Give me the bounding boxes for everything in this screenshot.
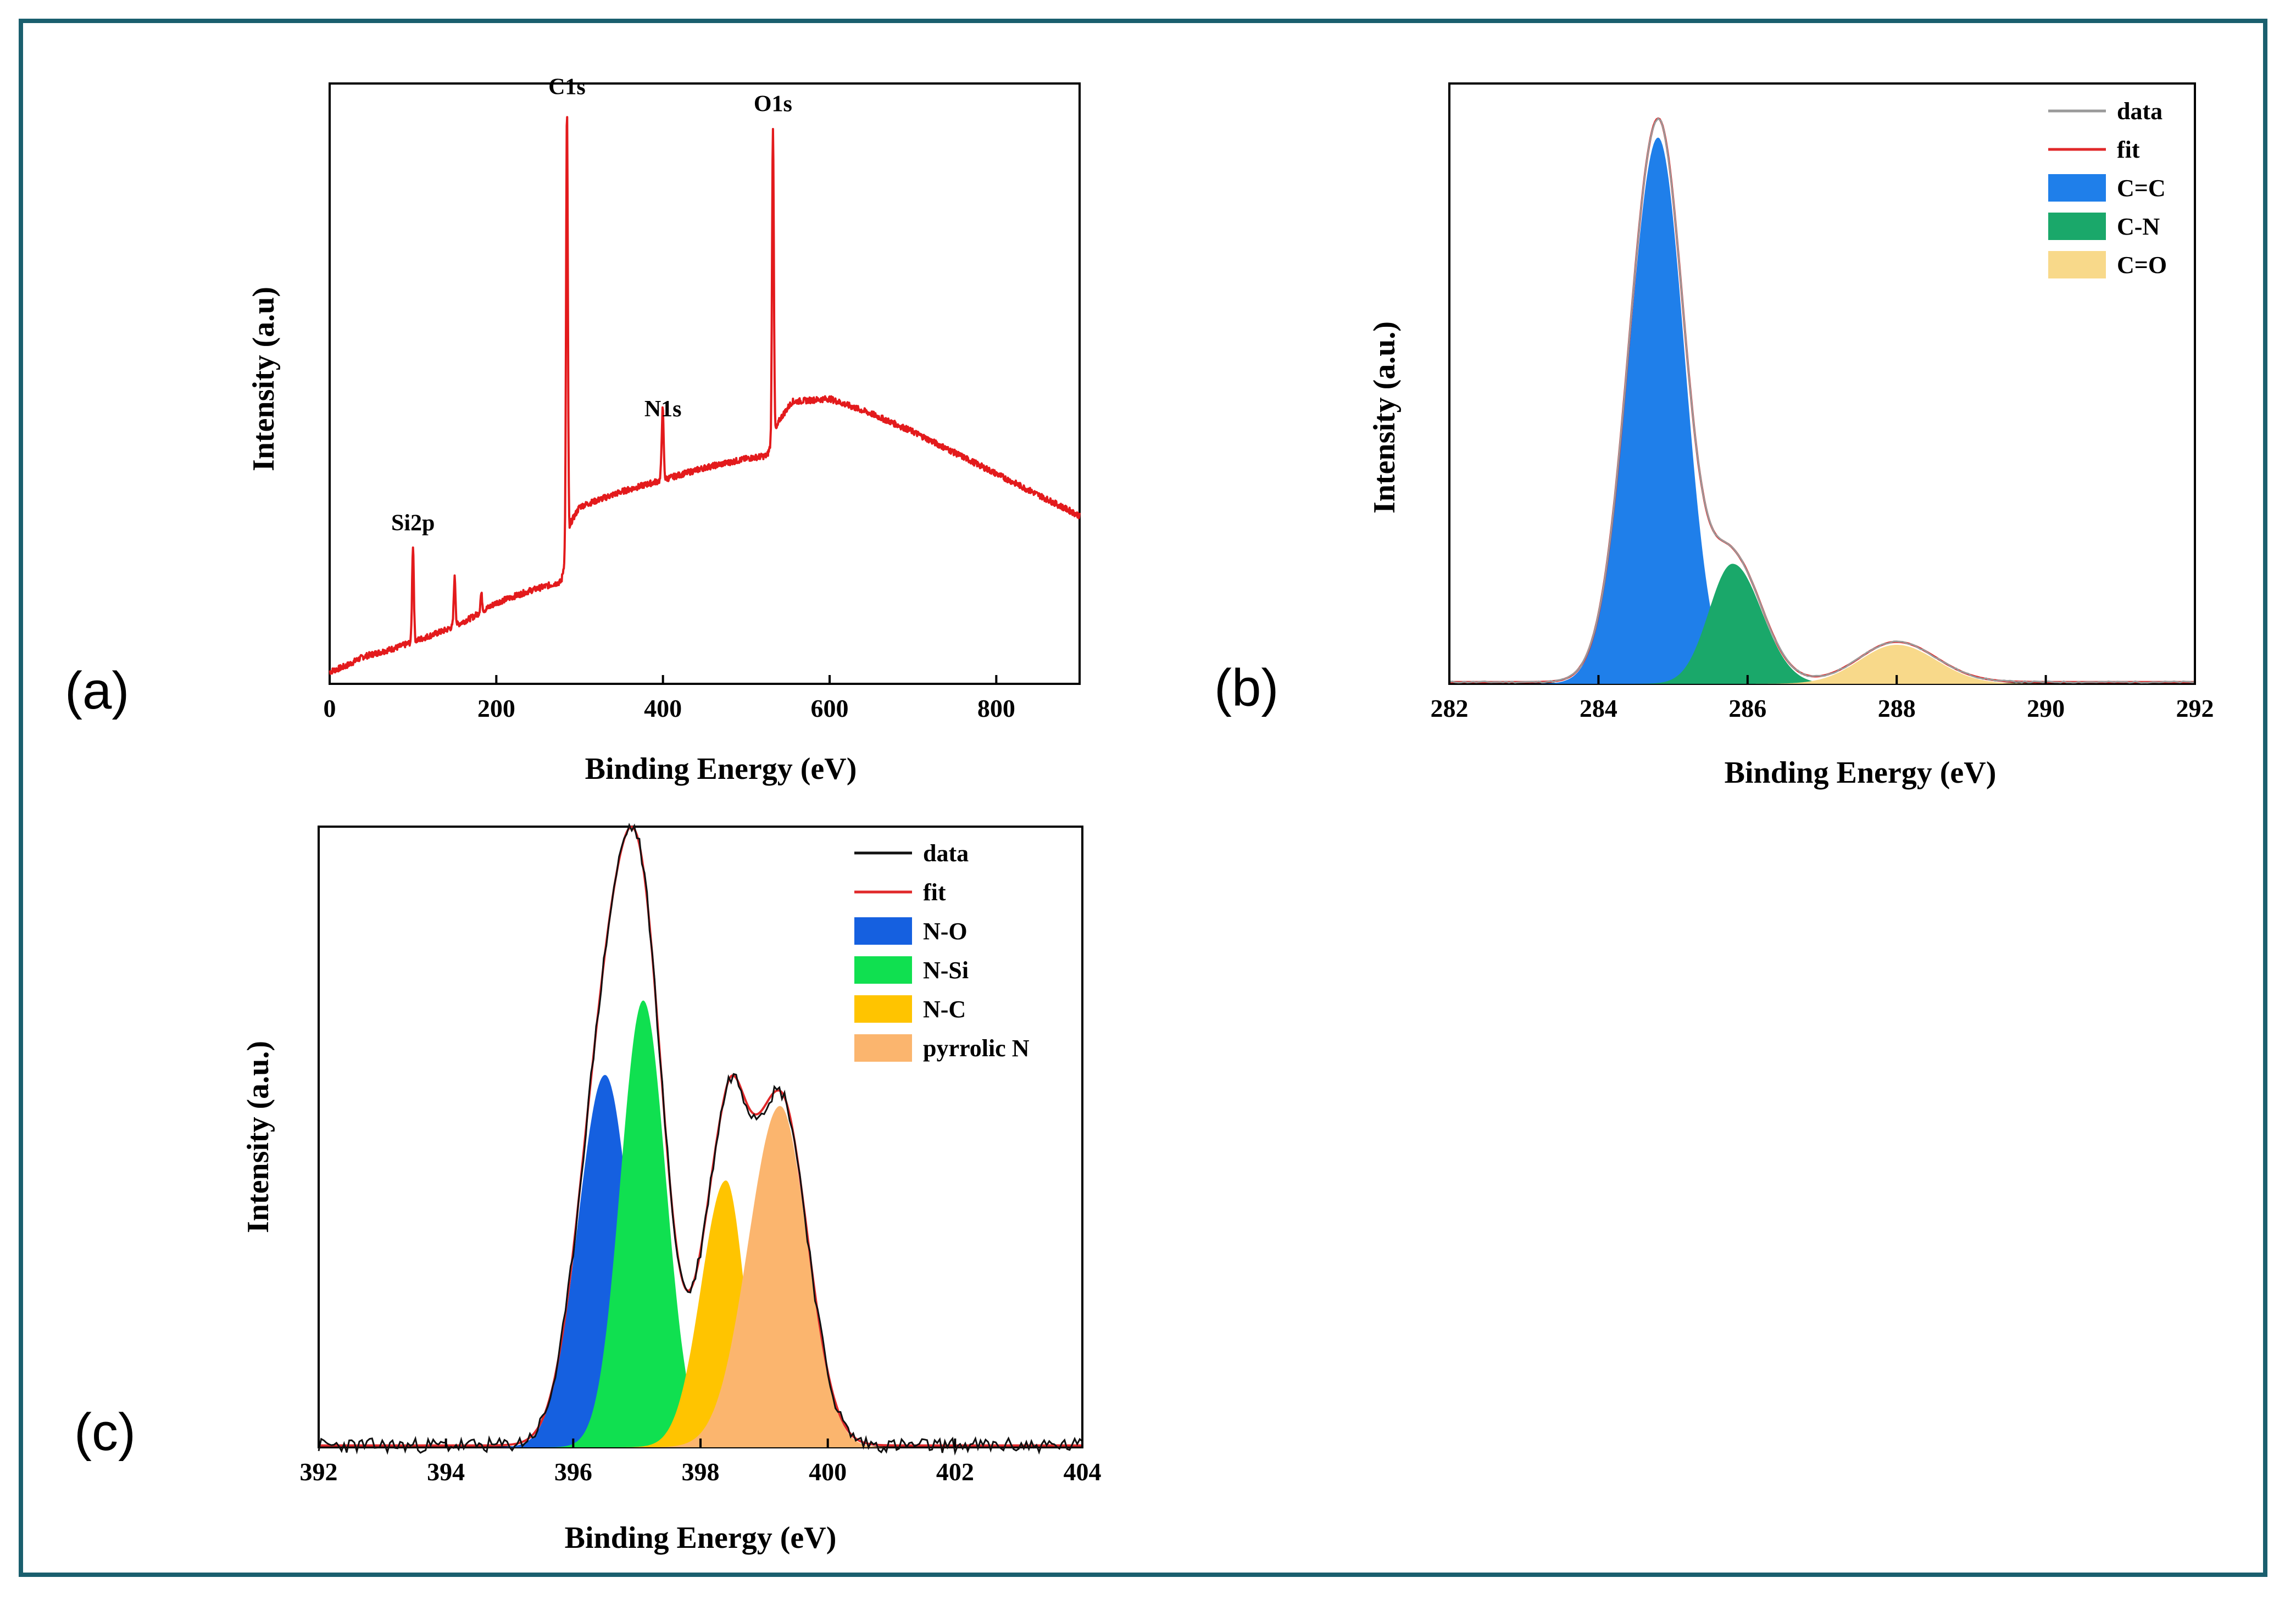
panel-a-x-axis-title: Binding Energy (eV) <box>585 752 857 786</box>
peak-label-n1s: N1s <box>644 397 682 422</box>
panel-b-x-tick-label: 288 <box>1878 694 1916 722</box>
legend-swatch-n-o <box>854 917 912 945</box>
legend-label: C=O <box>2117 252 2167 278</box>
panel-a-x-tick-label: 600 <box>811 694 849 722</box>
panel-c-legend: data fit N-O N-Si N-C pyrrolic N <box>854 840 1030 1062</box>
component-area-c-o <box>1449 645 2195 684</box>
panel-c-x-tick-label: 396 <box>554 1458 592 1486</box>
legend-swatch-c-o <box>2048 251 2106 278</box>
panel-b-legend: data fit C=C C-N C=O <box>2048 98 2167 278</box>
legend-label: pyrrolic N <box>923 1035 1030 1062</box>
panel-b-x-tick-label: 286 <box>1728 694 1766 722</box>
panel-a-x-tick-label: 200 <box>477 694 515 722</box>
legend-label: fit <box>923 879 946 906</box>
panel-b-data-line <box>1449 117 2195 684</box>
panel-b-label: (b) <box>1214 659 1278 717</box>
panel-b-fit-line <box>1449 117 2195 683</box>
legend-label: fit <box>2117 136 2140 163</box>
panel-b-x-ticks: 282 284 286 288 290 292 <box>1431 675 2214 722</box>
panel-b-y-axis-title: Intensity (a.u.) <box>1367 321 1402 514</box>
panel-c-x-tick-label: 402 <box>936 1458 974 1486</box>
panel-c-x-tick-label: 392 <box>300 1458 338 1486</box>
legend-label: C-N <box>2117 213 2160 240</box>
legend-swatch-pyrrolic-n <box>854 1034 912 1062</box>
legend-label: C=C <box>2117 175 2166 202</box>
panel-c-x-tick-label: 404 <box>1064 1458 1102 1486</box>
panel-b-x-tick-label: 284 <box>1580 694 1617 722</box>
panel-a-plot-frame <box>329 82 1081 685</box>
panel-a-y-axis-title: Intensity (a.u) <box>247 287 281 471</box>
component-area-c-c <box>1449 137 2195 684</box>
panel-c-x-tick-label: 400 <box>809 1458 847 1486</box>
panel-b-x-tick-label: 292 <box>2176 694 2214 722</box>
panel-a-survey-line <box>329 116 1081 675</box>
legend-swatch-c-c <box>2048 174 2106 202</box>
legend-label: N-Si <box>923 957 969 984</box>
panel-a-x-tick-label: 400 <box>644 694 682 722</box>
panel-c-label: (c) <box>74 1403 136 1462</box>
panel-a-label: (a) <box>65 661 129 720</box>
legend-label: N-C <box>923 996 966 1023</box>
peak-label-o1s: O1s <box>754 92 792 117</box>
panel-b-x-axis-title: Binding Energy (eV) <box>1725 756 1997 790</box>
legend-label: data <box>2117 98 2162 125</box>
panel-a-survey-spectrum: 0 200 400 600 800 Si2p C1s N1s O1s Binding Ener… <box>65 74 1081 786</box>
panel-a-x-ticks: 0 200 400 600 800 <box>324 675 1015 722</box>
panel-b-x-tick-label: 290 <box>2027 694 2065 722</box>
legend-label: N-O <box>923 918 968 945</box>
component-area-c-n <box>1449 564 2195 684</box>
legend-swatch-n-c <box>854 995 912 1023</box>
panel-c-x-tick-label: 394 <box>427 1458 465 1486</box>
panel-b-plot-frame <box>1448 82 2196 685</box>
panel-c-x-axis-title: Binding Energy (eV) <box>565 1521 837 1555</box>
legend-label: data <box>923 840 969 867</box>
panel-c-n1s-spectrum: 392 394 396 398 400 402 404 data fit N-O N-Si N-C p… <box>74 822 1102 1555</box>
panel-a-peak-labels: Si2p C1s N1s O1s <box>391 74 792 536</box>
component-area-n-c <box>319 1180 1082 1447</box>
legend-swatch-n-si <box>854 956 912 984</box>
panel-c-y-axis-title: Intensity (a.u.) <box>241 1041 275 1233</box>
legend-swatch-c-n <box>2048 213 2106 240</box>
panel-c-x-ticks: 392 394 396 398 400 402 404 <box>300 1439 1102 1486</box>
panel-a-x-tick-label: 800 <box>977 694 1015 722</box>
panel-b-component-areas <box>1449 137 2195 684</box>
panel-b-c1s-spectrum: 282 284 286 288 290 292 data fit C=C C-N C=O Bind… <box>1214 82 2214 790</box>
figure-frame <box>19 19 2267 1577</box>
peak-label-si2p: Si2p <box>391 511 435 536</box>
peak-label-c1s: C1s <box>548 74 586 99</box>
panel-a-x-tick-label: 0 <box>324 694 336 722</box>
panel-b-x-tick-label: 282 <box>1431 694 1469 722</box>
panel-c-x-tick-label: 398 <box>682 1458 720 1486</box>
panel-c-component-areas <box>319 1000 1082 1447</box>
